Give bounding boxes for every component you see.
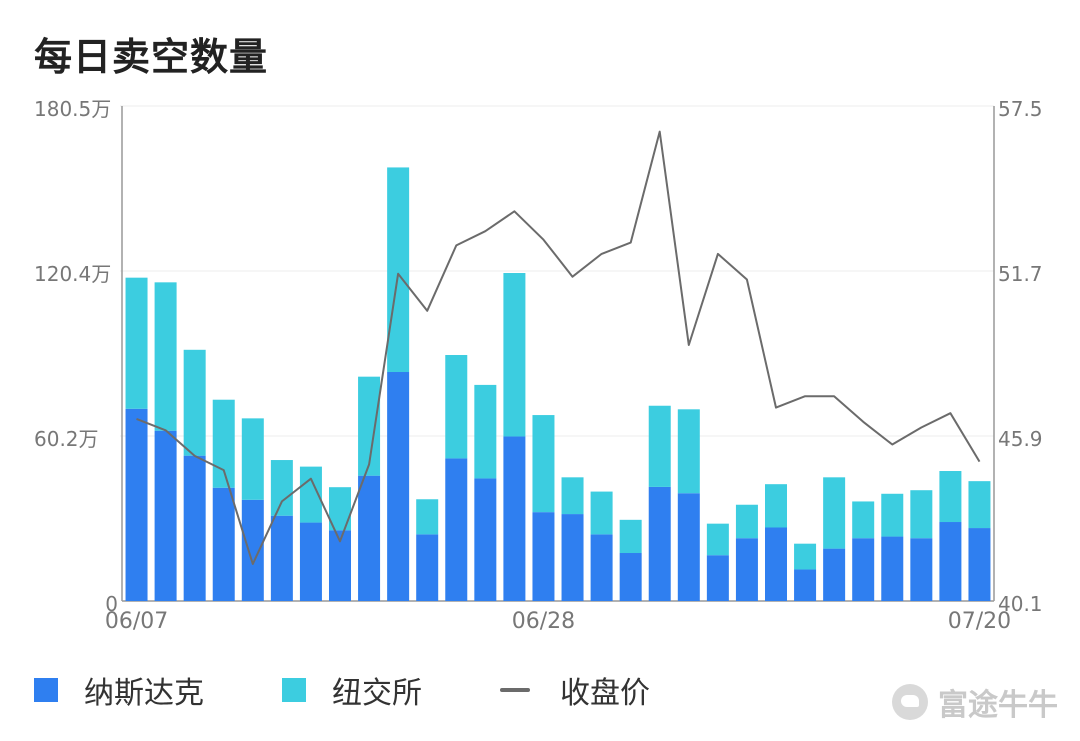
bar-nyse	[794, 543, 817, 570]
bar-nasdaq	[474, 478, 497, 601]
bar-nyse	[852, 501, 875, 539]
bar-nyse	[445, 355, 468, 459]
bar-nasdaq	[532, 512, 555, 601]
bar-nyse	[648, 405, 671, 487]
y-left-tick-label: 0	[105, 592, 118, 616]
watermark: 富途牛牛	[892, 680, 1058, 724]
bar-nyse	[939, 471, 962, 523]
y-right-tick-label: 45.9	[998, 427, 1043, 451]
bar-nyse	[212, 399, 235, 488]
watermark-text: 富途牛牛	[938, 688, 1058, 723]
bar-nasdaq	[270, 515, 293, 601]
futu-logo-icon	[892, 684, 928, 720]
bar-nasdaq	[765, 527, 787, 601]
y-right-tick-label: 57.5	[998, 97, 1043, 121]
short-volume-chart: 0 40.1 60.2万 45.9 120.4万 51.7 180.5万 57.5 06/07 0…	[34, 97, 1043, 634]
bar-nasdaq	[445, 458, 468, 601]
y-left-tick-label: 60.2万	[34, 427, 99, 451]
bar-nasdaq	[968, 528, 991, 601]
legend-swatch-nyse	[282, 678, 306, 702]
bar-nyse	[503, 273, 526, 437]
bar-nasdaq	[503, 436, 526, 601]
bar-nyse	[823, 477, 846, 549]
bar-nyse	[706, 523, 729, 556]
bar-nyse	[125, 277, 148, 409]
x-tick-label: 06/28	[512, 609, 575, 634]
legend-swatch-nasdaq	[34, 678, 58, 702]
bar-nyse	[881, 493, 904, 537]
bar-nasdaq	[677, 493, 700, 601]
legend-label-nyse: 纽交所	[332, 676, 422, 711]
bar-nasdaq	[706, 555, 729, 601]
bar-nasdaq	[823, 548, 846, 601]
legend-swatch-close-price	[500, 688, 530, 692]
y-right-tick-label: 51.7	[998, 262, 1043, 286]
bar-nasdaq	[416, 534, 439, 601]
bar-nasdaq	[561, 514, 584, 601]
y-right-tick-label: 40.1	[998, 592, 1043, 616]
bar-nasdaq	[590, 534, 613, 601]
x-tick-label: 06/07	[105, 609, 168, 634]
legend-label-nasdaq: 纳斯达克	[84, 676, 204, 711]
bar-nasdaq	[619, 553, 642, 601]
bar-nasdaq	[910, 538, 933, 601]
bar-nasdaq	[358, 475, 381, 601]
bar-nyse	[183, 349, 206, 456]
chart-title: 每日卖空数量	[34, 35, 269, 79]
bar-nyse	[416, 499, 439, 535]
bar-nyse	[358, 376, 381, 476]
bar-nyse	[329, 487, 351, 531]
bar-nyse	[765, 484, 787, 528]
bar-nyse	[270, 460, 293, 516]
bar-nyse	[968, 481, 991, 529]
legend-item-nasdaq[interactable]: 纳斯达克	[34, 668, 204, 712]
bar-nasdaq	[241, 499, 264, 601]
close-price-line	[136, 130, 981, 565]
bar-nyse	[532, 415, 555, 513]
bar-nasdaq	[154, 430, 177, 601]
bar-nasdaq	[939, 522, 962, 601]
bar-nyse	[154, 282, 177, 431]
bar-nyse	[241, 418, 264, 500]
bar-nyse	[590, 491, 613, 535]
legend-item-nyse[interactable]: 纽交所	[282, 668, 422, 712]
bar-nyse	[387, 167, 410, 373]
legend-item-close-price[interactable]: 收盘价	[500, 668, 650, 712]
y-left-tick-label: 120.4万	[34, 262, 111, 286]
bar-nasdaq	[212, 487, 235, 601]
bar-nasdaq	[735, 538, 758, 601]
chart-legend: 纳斯达克 纽交所 收盘价	[34, 668, 728, 712]
bar-nasdaq	[329, 530, 351, 601]
bar-nyse	[619, 519, 642, 554]
bar-nasdaq	[794, 569, 817, 601]
legend-label-close-price: 收盘价	[560, 676, 650, 711]
bar-nyse	[299, 466, 322, 523]
y-left-tick-label: 180.5万	[34, 97, 111, 121]
bar-nasdaq	[125, 408, 148, 601]
bar-nasdaq	[299, 522, 322, 601]
bar-nasdaq	[648, 486, 671, 601]
bar-nyse	[677, 409, 700, 494]
bar-nasdaq	[881, 536, 904, 601]
x-tick-label: 07/20	[948, 609, 1011, 634]
bar-nasdaq	[852, 538, 875, 601]
bar-nyse	[735, 504, 758, 539]
bar-nyse	[910, 490, 933, 539]
bar-nyse	[474, 384, 497, 479]
bar-nasdaq	[387, 372, 410, 601]
bar-nasdaq	[183, 455, 206, 601]
bar-nyse	[561, 477, 584, 515]
